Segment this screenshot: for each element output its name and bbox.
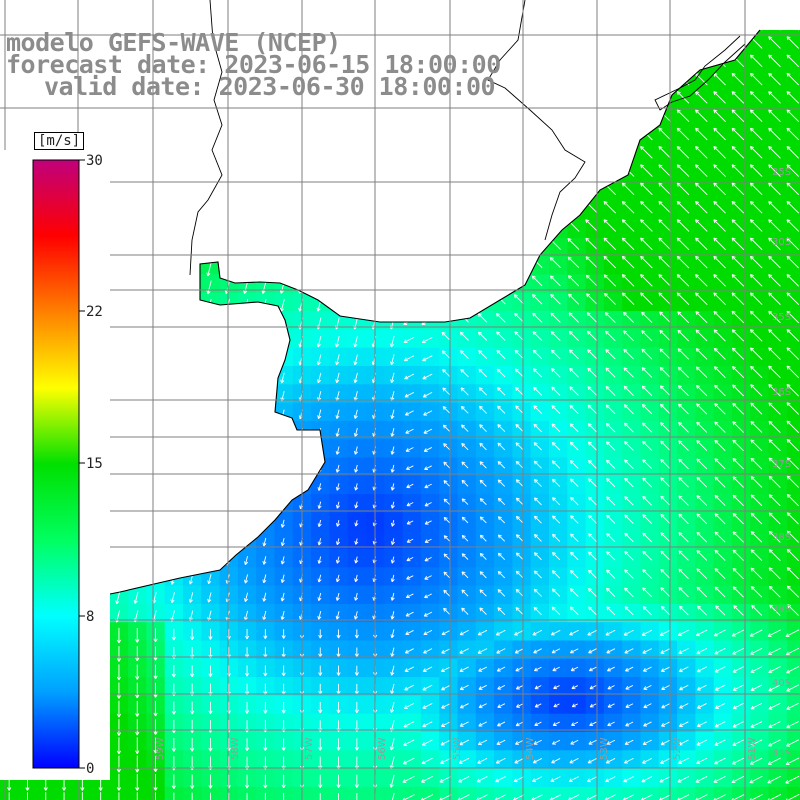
lon-label: 56W [377,737,388,760]
land-mask [0,0,800,611]
colorbar-tick-label: 8 [86,609,94,625]
lat-label: 40S [772,678,791,689]
lat-label: 39S [772,604,791,615]
lon-label: 57W [304,737,315,760]
colorbar-tick-label: 15 [86,456,103,472]
model-title: modelo GEFS-WAVE (NCEP) [6,28,341,57]
lat-label: 37S [772,459,791,470]
lat-label: 25S [772,167,791,178]
lon-label: 58W [230,737,241,760]
lon-label: 54W [525,737,536,760]
colorbar-tick-label: 30 [86,153,103,169]
lon-label: 53W [599,737,610,760]
lat-label: 30S [772,237,791,248]
colorbar-tick-label: 22 [86,304,103,320]
colorbar: 30 22 15 8 0 [0,150,110,780]
latitude-labels: 25S 30S 35S 36S 37S 38S 39S 40S 41S [772,167,791,759]
lon-label: 52W [672,737,683,760]
lon-label: 55W [452,737,463,760]
colorbar-unit: [m/s] [34,132,85,150]
colorbar-gradient [32,159,80,769]
country-border [189,0,586,276]
lagoon-outline [654,35,746,111]
colorbar-tick-label: 0 [86,761,94,777]
valid-date: valid date: 2023-06-30 18:00:00 [44,72,496,101]
lat-label: 38S [772,532,791,543]
lon-label: 59W [155,737,166,760]
lat-label: 35S [772,312,791,323]
lat-label: 36S [772,387,791,398]
lat-label: 41S [772,748,791,759]
lon-label: 51W [747,737,758,760]
forecast-date: forecast date: 2023-06-15 18:00:00 [6,50,501,79]
coastline [0,29,761,611]
land-area [0,0,800,610]
